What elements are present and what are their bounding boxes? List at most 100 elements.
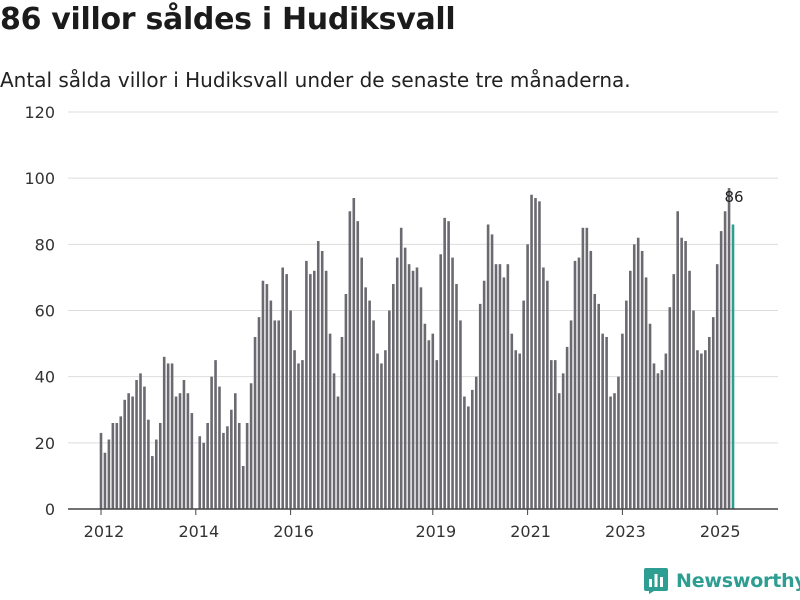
bar xyxy=(273,320,277,509)
bar xyxy=(719,231,723,509)
bar xyxy=(542,267,545,509)
bar xyxy=(344,293,348,509)
bar xyxy=(557,393,561,509)
bar xyxy=(170,363,174,509)
bar xyxy=(526,244,529,509)
bar xyxy=(119,416,123,509)
bar xyxy=(253,336,257,509)
bar xyxy=(656,373,660,509)
bar xyxy=(376,353,379,509)
bar xyxy=(348,211,352,509)
bar xyxy=(723,211,727,509)
bar xyxy=(498,264,502,509)
bar xyxy=(399,227,403,510)
x-tick-label: 2012 xyxy=(84,522,125,541)
bar xyxy=(514,350,518,509)
bar xyxy=(534,198,537,509)
bar xyxy=(688,270,691,509)
bar xyxy=(561,373,565,509)
bar xyxy=(684,241,687,509)
bar xyxy=(249,383,253,509)
bar xyxy=(135,379,138,509)
bar xyxy=(538,201,541,509)
bar xyxy=(593,293,597,509)
bar xyxy=(419,287,423,509)
bar xyxy=(471,389,474,509)
bar xyxy=(625,300,628,509)
bar xyxy=(510,333,514,509)
chart-title: 86 villor såldes i Hudiksvall xyxy=(0,2,456,37)
bar xyxy=(245,422,249,509)
bar xyxy=(158,422,162,509)
bar xyxy=(214,360,217,510)
bar xyxy=(372,320,375,509)
bar xyxy=(700,353,703,509)
bar xyxy=(388,310,391,509)
bar xyxy=(190,413,194,509)
bar xyxy=(131,396,134,509)
bar xyxy=(553,360,557,510)
bar xyxy=(226,426,229,509)
bar xyxy=(443,217,446,509)
bar xyxy=(301,360,304,510)
bar xyxy=(143,386,146,509)
bar xyxy=(609,396,612,509)
bar xyxy=(202,442,205,509)
bar xyxy=(589,250,593,509)
bar xyxy=(415,267,419,509)
x-tick-label: 2025 xyxy=(700,522,741,541)
brand-logo[interactable]: Newsworthy xyxy=(644,568,800,594)
bar xyxy=(186,393,190,509)
x-tick-label: 2021 xyxy=(510,522,551,541)
highlight-value-label: 86 xyxy=(724,188,743,206)
bar xyxy=(210,376,213,509)
bar xyxy=(601,333,604,509)
bar xyxy=(632,244,636,509)
bar xyxy=(490,234,494,509)
bar xyxy=(660,370,664,509)
bar xyxy=(198,436,202,509)
bar xyxy=(664,353,668,509)
newsworthy-logo-icon xyxy=(644,568,668,594)
bar xyxy=(155,439,158,509)
bar xyxy=(392,284,395,509)
bar xyxy=(506,264,510,509)
bar xyxy=(518,353,521,509)
bar xyxy=(234,393,237,509)
bar xyxy=(474,376,478,509)
bar xyxy=(206,422,209,509)
bar xyxy=(336,396,340,509)
bar xyxy=(127,393,130,509)
bar xyxy=(581,227,585,510)
bar xyxy=(482,280,486,509)
bar xyxy=(257,317,261,509)
bar xyxy=(565,346,569,509)
bar xyxy=(360,257,363,509)
bar xyxy=(727,188,731,509)
x-tick-label: 2016 xyxy=(273,522,314,541)
bar xyxy=(451,257,454,509)
bar xyxy=(324,270,328,509)
bar xyxy=(293,350,296,509)
bar xyxy=(569,320,573,509)
bar xyxy=(680,237,683,509)
bar xyxy=(467,406,470,509)
bar xyxy=(151,456,154,509)
bar xyxy=(652,363,656,509)
bar xyxy=(494,264,498,509)
bar xyxy=(711,317,715,509)
bar xyxy=(237,422,241,509)
y-tick-label: 100 xyxy=(24,169,55,188)
bar xyxy=(613,393,616,509)
bar xyxy=(621,333,624,509)
bar xyxy=(617,376,620,509)
bar xyxy=(285,274,288,509)
bar xyxy=(407,264,411,509)
chart-subtitle: Antal sålda villor i Hudiksvall under de… xyxy=(0,68,631,92)
y-tick-label: 80 xyxy=(35,235,55,254)
bar xyxy=(550,360,553,510)
bar xyxy=(368,300,371,509)
bar xyxy=(265,284,269,509)
y-tick-label: 60 xyxy=(35,302,55,321)
bar xyxy=(546,280,549,509)
